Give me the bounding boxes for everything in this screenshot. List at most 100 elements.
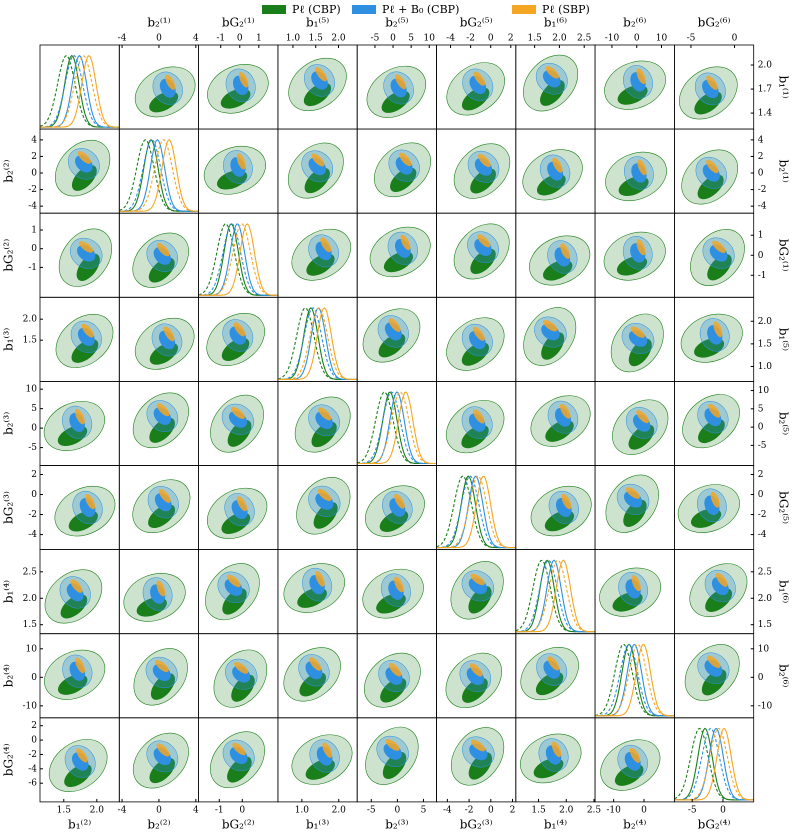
x-axis-label: bG₂⁽²⁾ bbox=[222, 817, 255, 831]
top-tick-label: 2 bbox=[508, 34, 514, 44]
contour bbox=[399, 152, 412, 167]
contour bbox=[78, 241, 94, 253]
y-tick-label: 1.5 bbox=[23, 336, 38, 346]
top-tick-label: 1.0 bbox=[286, 34, 301, 44]
panel bbox=[515, 212, 596, 298]
legend-label: Pℓ (CBP) bbox=[292, 3, 341, 16]
y-tick-label: 4 bbox=[31, 135, 37, 145]
contour bbox=[394, 576, 404, 593]
contour bbox=[470, 573, 485, 586]
panel-content bbox=[283, 647, 341, 702]
contour bbox=[708, 403, 721, 418]
right-tick-label: 0 bbox=[758, 490, 764, 500]
contour bbox=[85, 494, 96, 510]
panel bbox=[674, 633, 755, 719]
y-tick-label: 0 bbox=[31, 424, 37, 434]
panel bbox=[118, 212, 200, 298]
density-curve bbox=[436, 475, 516, 549]
top-tick-label: 5 bbox=[408, 34, 414, 44]
panel bbox=[198, 128, 279, 214]
density-curve bbox=[40, 54, 120, 128]
y-axis-label: bG₂⁽²⁾ bbox=[2, 239, 16, 272]
contour bbox=[715, 572, 728, 587]
contour bbox=[400, 234, 411, 251]
density-curve bbox=[515, 559, 596, 633]
panel-content bbox=[529, 235, 591, 286]
density-curve bbox=[674, 727, 754, 801]
contour bbox=[231, 674, 255, 702]
panel-content bbox=[682, 394, 740, 449]
right-axis-label: bG₂⁽⁵⁾ bbox=[777, 491, 791, 524]
x-axis-label: b₁⁽⁴⁾ bbox=[544, 817, 567, 831]
contour bbox=[560, 243, 570, 259]
panel-content bbox=[446, 317, 505, 371]
panel-content bbox=[213, 649, 268, 708]
panel-content bbox=[288, 57, 347, 112]
panel-content bbox=[446, 62, 505, 116]
legend-swatch bbox=[352, 5, 376, 14]
right-axis-label: b₁⁽⁵⁾ bbox=[777, 328, 791, 351]
panel-content bbox=[205, 563, 260, 621]
density-curve bbox=[515, 559, 596, 633]
panel bbox=[118, 717, 200, 803]
contour bbox=[155, 660, 169, 673]
density-curve bbox=[436, 475, 516, 549]
panel bbox=[594, 128, 675, 214]
contour bbox=[707, 254, 732, 281]
panel-content bbox=[206, 313, 265, 366]
panel-content bbox=[603, 231, 666, 281]
x-axis-label: b₂⁽²⁾ bbox=[147, 817, 170, 831]
density-curve bbox=[119, 139, 199, 212]
top-tick-label: 1.5 bbox=[527, 34, 542, 44]
panel-content bbox=[123, 573, 186, 622]
y-tick-label: -2 bbox=[28, 185, 37, 195]
right-tick-label: 4 bbox=[758, 135, 764, 145]
panel bbox=[356, 549, 437, 635]
panel-content bbox=[43, 400, 105, 451]
y-tick-label: 10 bbox=[26, 385, 38, 395]
panel-content bbox=[445, 652, 502, 709]
x-tick-label: -2 bbox=[465, 805, 474, 815]
top-axis-label: bG₂⁽⁶⁾ bbox=[698, 16, 731, 30]
contour bbox=[150, 673, 176, 700]
panel bbox=[674, 465, 755, 550]
contour bbox=[156, 403, 170, 417]
contour bbox=[311, 421, 337, 448]
top-tick-label: 2.5 bbox=[577, 34, 592, 44]
panel bbox=[436, 717, 517, 803]
panel-content bbox=[530, 485, 592, 537]
top-tick-label: -10 bbox=[605, 34, 620, 44]
panel-content bbox=[522, 149, 583, 201]
right-axis-label: b₁⁽¹⁾ bbox=[777, 75, 791, 98]
x-axis-label: b₁⁽³⁾ bbox=[306, 817, 329, 831]
y-tick-label: 2.0 bbox=[23, 315, 38, 325]
contour bbox=[706, 75, 718, 90]
panel bbox=[198, 296, 279, 382]
panel-content bbox=[44, 649, 106, 700]
panel-content bbox=[680, 313, 743, 363]
right-tick-label: 2.0 bbox=[758, 61, 773, 71]
top-tick-label: -2 bbox=[466, 34, 475, 44]
x-tick-label: 0 bbox=[641, 805, 647, 815]
y-tick-label: -1 bbox=[28, 263, 37, 273]
x-tick-label: -10 bbox=[606, 805, 621, 815]
density-curve bbox=[119, 139, 199, 212]
right-tick-label: 1.7 bbox=[758, 85, 773, 95]
panel-content bbox=[610, 313, 664, 373]
y-tick-label: 0 bbox=[31, 244, 37, 254]
panel-content bbox=[54, 485, 116, 537]
x-tick-label: 0 bbox=[239, 805, 245, 815]
density-curve bbox=[515, 559, 596, 633]
panel-content bbox=[365, 726, 419, 785]
panel-content bbox=[605, 151, 667, 202]
panel-content bbox=[362, 308, 421, 363]
y-tick-label: -2 bbox=[28, 750, 37, 760]
right-tick-label: -4 bbox=[758, 202, 767, 212]
panel bbox=[277, 549, 358, 635]
panel bbox=[39, 465, 120, 550]
contour bbox=[559, 403, 571, 419]
density-curve bbox=[119, 139, 199, 212]
density-curve bbox=[436, 475, 516, 549]
panel bbox=[198, 717, 279, 803]
contour bbox=[637, 159, 647, 176]
